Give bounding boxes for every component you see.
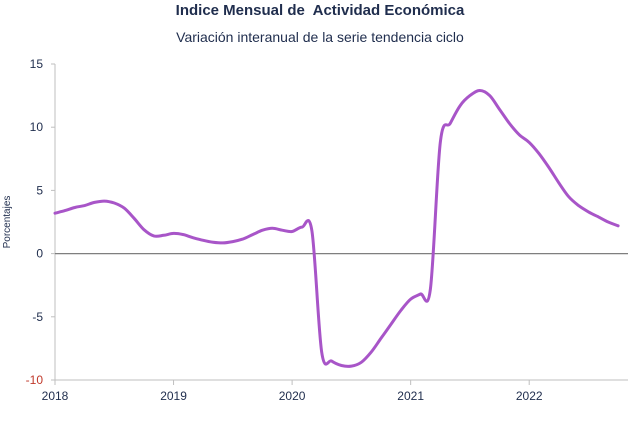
x-tick-label: 2020 — [279, 389, 306, 403]
y-tick-label: 10 — [30, 120, 44, 134]
chart-subtitle: Variación interanual de la serie tendenc… — [176, 29, 464, 45]
y-tick-label: 0 — [36, 247, 43, 261]
y-axis-label: Porcentajes — [2, 196, 13, 249]
y-axis-ticks: 15 10 5 0 -5 -10 — [26, 57, 55, 387]
y-tick-label: 5 — [36, 183, 43, 197]
x-tick-label: 2022 — [516, 389, 543, 403]
y-tick-label: -5 — [32, 310, 43, 324]
y-tick-label: 15 — [30, 57, 44, 71]
x-tick-label: 2018 — [42, 389, 69, 403]
y-tick-label: -10 — [26, 373, 44, 387]
x-tick-label: 2021 — [397, 389, 424, 403]
chart-title: Indice Mensual de Actividad Económica — [175, 2, 465, 19]
x-tick-label: 2019 — [160, 389, 187, 403]
chart-axes — [54, 64, 628, 381]
x-axis-ticks: 2018 2019 2020 2021 2022 — [42, 380, 543, 403]
series-line — [53, 89, 620, 368]
